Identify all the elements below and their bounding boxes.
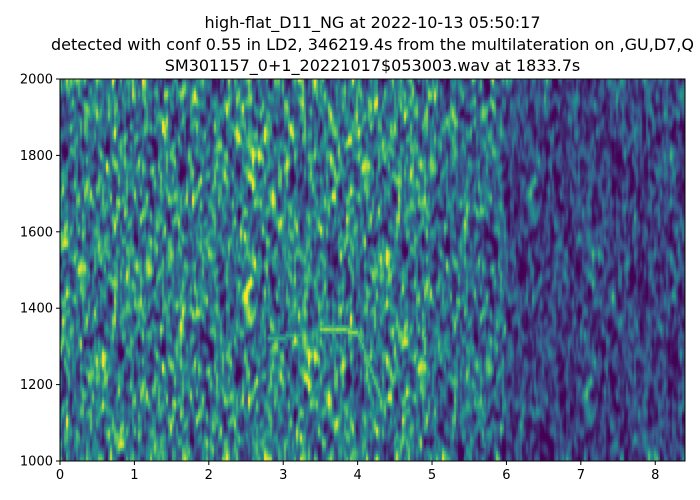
y-tick-label: 1600 bbox=[20, 225, 53, 240]
y-tick: 1400 bbox=[20, 302, 60, 317]
x-tick: 7 bbox=[577, 461, 585, 483]
x-tick-label: 6 bbox=[502, 468, 510, 483]
spectrogram-heatmap bbox=[60, 79, 685, 461]
y-tick: 1000 bbox=[20, 455, 60, 470]
y-tick-label: 1000 bbox=[20, 455, 53, 470]
x-tick-label: 7 bbox=[577, 468, 585, 483]
y-tick-label: 1400 bbox=[20, 302, 53, 317]
x-tick-label: 3 bbox=[279, 468, 287, 483]
x-tick: 6 bbox=[502, 461, 511, 483]
x-tick-label: 5 bbox=[428, 468, 436, 483]
x-tick-label: 1 bbox=[130, 468, 138, 483]
y-tick: 1200 bbox=[20, 378, 60, 393]
y-tick-label: 2000 bbox=[20, 73, 53, 88]
chart-title-line-2: detected with conf 0.55 in LD2, 346219.4… bbox=[51, 35, 694, 54]
x-tick: 0 bbox=[56, 461, 64, 483]
x-tick-label: 2 bbox=[205, 468, 213, 483]
plot-frame bbox=[59, 78, 686, 462]
y-tick: 1600 bbox=[20, 225, 60, 240]
x-tick: 8 bbox=[651, 461, 659, 483]
y-tick-label: 1200 bbox=[20, 378, 53, 393]
x-tick: 2 bbox=[205, 461, 213, 483]
y-tick-label: 1800 bbox=[20, 149, 53, 164]
x-tick-label: 0 bbox=[56, 468, 64, 483]
y-tick: 2000 bbox=[20, 73, 60, 88]
x-tick: 5 bbox=[428, 461, 436, 483]
y-tick: 1800 bbox=[20, 149, 60, 164]
x-tick: 1 bbox=[130, 461, 139, 483]
x-tick-label: 8 bbox=[651, 468, 659, 483]
chart-title-line-1: high-flat_D11_NG at 2022-10-13 05:50:17 bbox=[204, 13, 541, 32]
x-tick: 3 bbox=[279, 461, 287, 483]
chart-title-line-3: SM301157_0+1_20221017$053003.wav at 1833… bbox=[164, 56, 581, 75]
x-tick: 4 bbox=[353, 461, 362, 483]
x-tick-label: 4 bbox=[353, 468, 361, 483]
